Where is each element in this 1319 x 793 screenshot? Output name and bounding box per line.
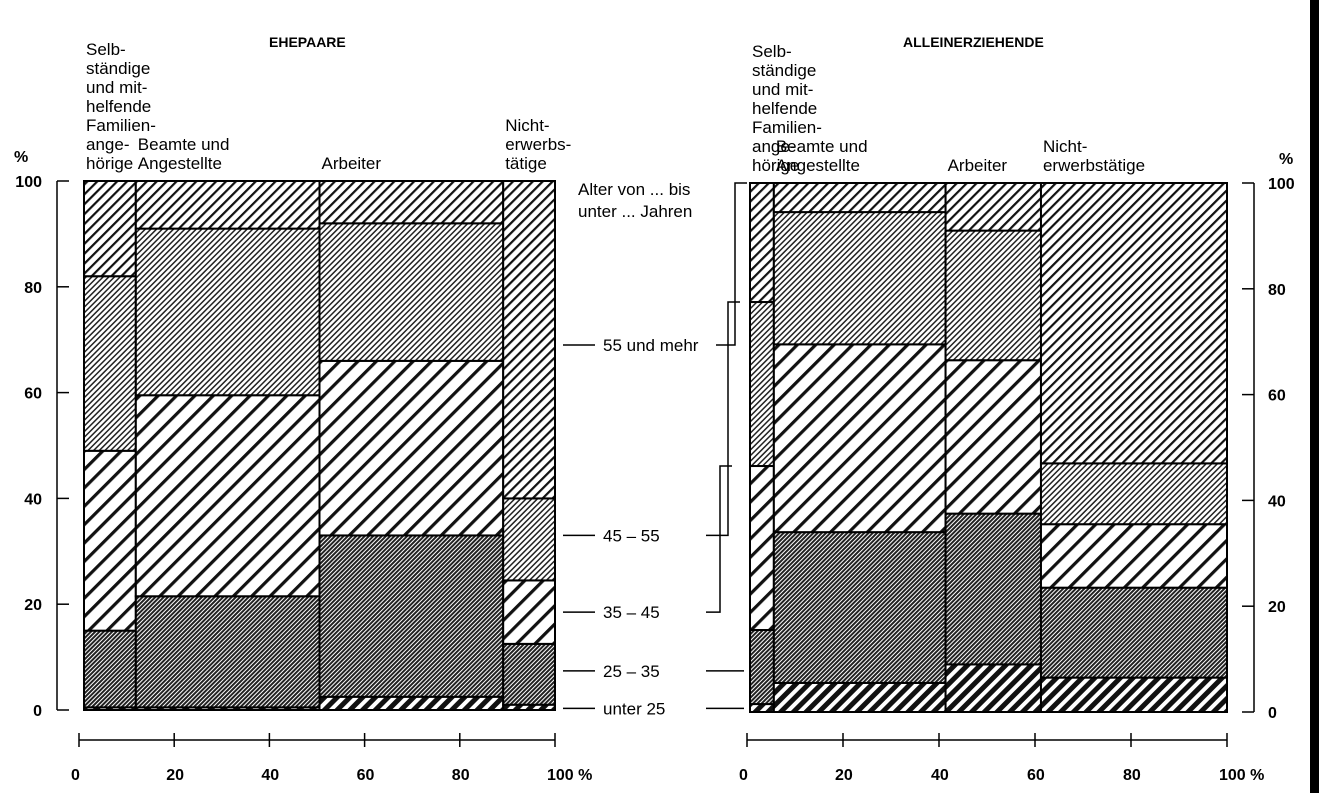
age-label: 55 und mehr — [603, 336, 699, 355]
y-tick-label: 80 — [24, 280, 42, 297]
y-axis-unit-label: % — [14, 149, 28, 166]
mosaic-cells — [83, 180, 557, 712]
mosaic-cell — [318, 695, 505, 712]
x-tick-label: 40 — [931, 767, 949, 784]
age-legend: Alter von ... bis unter ... Jahren unter 2… — [563, 180, 747, 718]
y-tick-label: 60 — [1268, 388, 1286, 405]
y-tick-label: 80 — [1268, 282, 1286, 299]
mosaic-cell — [502, 497, 557, 582]
column-label: Nicht-erwerbstätige — [1043, 137, 1145, 175]
y-tick-label: 60 — [24, 386, 42, 403]
age-legend-heading: Alter von ... bis unter ... Jahren — [578, 180, 692, 221]
y-tick-label: 100 — [1268, 176, 1295, 193]
x-tick-label: 20 — [166, 767, 184, 784]
mosaic-cell — [83, 180, 137, 278]
mosaic-cell — [749, 301, 775, 468]
mosaic-cell — [944, 229, 1042, 362]
mosaic-cell — [318, 180, 505, 225]
mosaic-cell — [772, 681, 947, 714]
x-tick-label: 80 — [452, 767, 470, 784]
mosaic-cell — [772, 531, 947, 684]
x-tick-label: 80 — [1123, 767, 1141, 784]
x-tick-label: 20 — [835, 767, 853, 784]
column-labels: Selb-ständige und mit-helfende Familien-an… — [86, 40, 571, 173]
x-tick-label: 60 — [1027, 767, 1045, 784]
mosaic-cells — [749, 182, 1228, 714]
mosaic-cell — [749, 703, 775, 714]
x-tick-label: 0 — [71, 767, 80, 784]
mosaic-cell — [502, 642, 557, 706]
mosaic-cell — [134, 180, 321, 230]
mosaic-cell — [502, 180, 557, 500]
x-axis: 0 20 40 60 80 100 % — [739, 733, 1264, 784]
column-label: Nicht-erwerbs-tätige — [505, 116, 571, 173]
x-axis: 0 20 40 60 80 100 % — [71, 733, 592, 784]
x-tick-label: 40 — [261, 767, 279, 784]
chart-title: ALLEINERZIEHENDE — [903, 34, 1044, 50]
age-bracket — [706, 465, 732, 613]
mosaic-cell — [749, 465, 775, 632]
y-tick-label: 40 — [24, 491, 42, 508]
mosaic-cell — [944, 359, 1042, 515]
age-label: 45 – 55 — [603, 526, 660, 545]
column-label: Arbeiter — [948, 156, 1008, 175]
y-axis: 0 20 40 60 80 100 — [1242, 176, 1295, 722]
column-label: Selb-ständige und mit-helfende Familien-an… — [86, 40, 156, 173]
scan-edge-bar — [1310, 0, 1319, 793]
age-label: 35 – 45 — [603, 603, 660, 622]
y-tick-label: 0 — [1268, 705, 1277, 722]
mosaic-cell — [134, 595, 321, 709]
mosaic-cell — [502, 579, 557, 645]
mosaic-cell — [1039, 182, 1228, 465]
mosaic-cell — [772, 211, 947, 346]
y-tick-label: 20 — [1268, 599, 1286, 616]
mosaic-cell — [772, 343, 947, 534]
chart-title: EHEPAARE — [269, 34, 346, 50]
mosaic-cell — [318, 359, 505, 537]
x-tick-label: 60 — [357, 767, 375, 784]
column-labels: Selb-ständige und mit-helfende Familien-an… — [752, 42, 1145, 175]
x-tick-label: 0 — [739, 767, 748, 784]
mosaic-cell — [944, 512, 1042, 666]
age-bracket — [706, 301, 740, 537]
y-axis: 0 20 40 60 80 100 — [15, 174, 69, 720]
mosaic-cell — [134, 394, 321, 598]
chart-alleinerziehende: ALLEINERZIEHENDE % Selb-ständige und mit-… — [739, 34, 1295, 784]
mosaic-cell — [1039, 523, 1228, 589]
age-bracket — [716, 182, 747, 346]
mosaic-cell — [83, 449, 137, 632]
mosaic-cell — [944, 663, 1042, 714]
mosaic-cell — [134, 227, 321, 397]
y-tick-label: 20 — [24, 597, 42, 614]
mosaic-cell — [83, 275, 137, 452]
x-tick-label: 100 % — [1219, 767, 1264, 784]
age-label: unter 25 — [603, 699, 665, 718]
mosaic-cell — [1039, 586, 1228, 679]
mosaic-cell — [749, 182, 775, 304]
y-tick-label: 100 — [15, 174, 42, 191]
mosaic-cell — [772, 182, 947, 214]
mosaic-cell — [318, 534, 505, 698]
mosaic-cell — [318, 222, 505, 362]
mosaic-cell — [1039, 462, 1228, 526]
column-label: Arbeiter — [322, 154, 382, 173]
x-tick-label: 100 % — [547, 767, 592, 784]
chart-ehepaare: EHEPAARE % Selb-ständige und mit-helfende… — [14, 34, 592, 784]
mosaic-cell — [944, 182, 1042, 232]
y-axis-unit-label: % — [1279, 151, 1293, 168]
age-label: 25 – 35 — [603, 662, 660, 681]
column-label: Selb-ständige und mit-helfende Familien-an… — [752, 42, 822, 175]
y-tick-label: 40 — [1268, 493, 1286, 510]
mosaic-cell — [1039, 676, 1228, 713]
column-label: Beamte und Angestellte — [138, 135, 230, 173]
mosaic-cell — [749, 629, 775, 706]
column-label: Beamte und Angestellte — [776, 137, 868, 175]
mosaic-cell — [83, 629, 137, 709]
y-tick-label: 0 — [33, 703, 42, 720]
